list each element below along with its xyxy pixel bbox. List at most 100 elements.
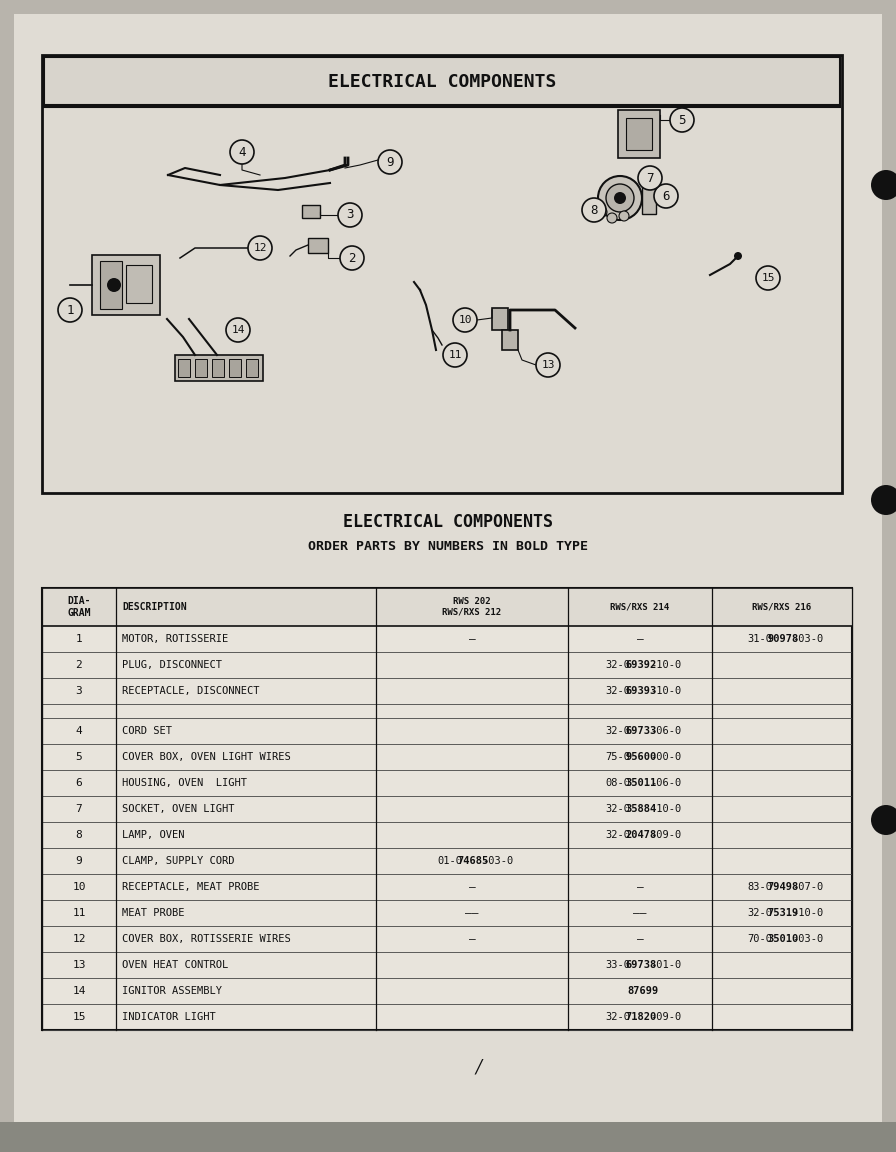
- Bar: [492, 308, 508, 329]
- Circle shape: [453, 308, 477, 332]
- Bar: [246, 359, 258, 377]
- Text: 1: 1: [75, 634, 82, 644]
- Text: CLAMP, SUPPLY CORD: CLAMP, SUPPLY CORD: [122, 856, 235, 866]
- Circle shape: [230, 141, 254, 164]
- Text: 13: 13: [541, 359, 555, 370]
- Bar: [626, 118, 652, 150]
- Text: -09-0: -09-0: [650, 829, 681, 840]
- Circle shape: [248, 236, 272, 260]
- Text: 2: 2: [349, 251, 356, 265]
- Text: 35884: 35884: [625, 804, 657, 814]
- Text: -09-0: -09-0: [650, 1011, 681, 1022]
- Bar: [229, 359, 241, 377]
- Text: —: —: [637, 934, 643, 943]
- Text: 08-0: 08-0: [606, 778, 631, 788]
- Circle shape: [536, 353, 560, 377]
- Bar: [195, 359, 207, 377]
- Text: 69738: 69738: [625, 960, 657, 970]
- Text: ——: ——: [465, 908, 478, 918]
- Text: -10-0: -10-0: [650, 685, 681, 696]
- Text: 69733: 69733: [625, 726, 657, 736]
- Text: 32-0: 32-0: [606, 685, 631, 696]
- Text: 35011: 35011: [625, 778, 657, 788]
- Text: -06-0: -06-0: [650, 726, 681, 736]
- Text: SOCKET, OVEN LIGHT: SOCKET, OVEN LIGHT: [122, 804, 235, 814]
- Text: COVER BOX, ROTISSERIE WIRES: COVER BOX, ROTISSERIE WIRES: [122, 934, 290, 943]
- Text: —: —: [469, 934, 476, 943]
- Text: IGNITOR ASSEMBLY: IGNITOR ASSEMBLY: [122, 986, 222, 996]
- Text: 35010: 35010: [767, 934, 798, 943]
- Circle shape: [619, 211, 629, 221]
- Text: 2: 2: [75, 660, 82, 670]
- Circle shape: [378, 150, 402, 174]
- Text: -07-0: -07-0: [792, 882, 823, 892]
- Circle shape: [756, 266, 780, 290]
- Bar: [642, 182, 656, 214]
- Text: ——: ——: [633, 908, 647, 918]
- Text: 69392: 69392: [625, 660, 657, 670]
- Text: ELECTRICAL COMPONENTS: ELECTRICAL COMPONENTS: [328, 73, 556, 91]
- Bar: [126, 265, 152, 303]
- Text: COVER BOX, OVEN LIGHT WIRES: COVER BOX, OVEN LIGHT WIRES: [122, 752, 290, 761]
- Bar: [42, 588, 852, 1030]
- Text: 95600: 95600: [625, 752, 657, 761]
- Circle shape: [443, 343, 467, 367]
- Text: DIA-
GRAM: DIA- GRAM: [67, 597, 90, 617]
- Text: 3: 3: [75, 685, 82, 696]
- Circle shape: [597, 207, 607, 217]
- Bar: [178, 359, 190, 377]
- Text: MOTOR, ROTISSERIE: MOTOR, ROTISSERIE: [122, 634, 228, 644]
- Circle shape: [582, 198, 606, 222]
- Bar: [212, 359, 224, 377]
- Text: HOUSING, OVEN  LIGHT: HOUSING, OVEN LIGHT: [122, 778, 247, 788]
- Text: RWS/RXS 214: RWS/RXS 214: [610, 602, 669, 612]
- Text: 6: 6: [75, 778, 82, 788]
- Text: RECEPTACLE, DISCONNECT: RECEPTACLE, DISCONNECT: [122, 685, 260, 696]
- Text: 4: 4: [238, 145, 246, 159]
- Text: -00-0: -00-0: [650, 752, 681, 761]
- Circle shape: [607, 213, 617, 223]
- Bar: [175, 355, 263, 381]
- Text: 3: 3: [346, 209, 354, 221]
- Text: -01-0: -01-0: [650, 960, 681, 970]
- Text: 15: 15: [73, 1011, 86, 1022]
- Bar: [92, 255, 160, 314]
- Text: 74685: 74685: [457, 856, 488, 866]
- Circle shape: [871, 485, 896, 515]
- Text: 8: 8: [590, 204, 598, 217]
- Text: 32-0: 32-0: [606, 660, 631, 670]
- Text: -03-0: -03-0: [482, 856, 513, 866]
- Text: 01-0: 01-0: [438, 856, 462, 866]
- Bar: [302, 205, 320, 218]
- Circle shape: [734, 252, 742, 260]
- Text: -03-0: -03-0: [792, 934, 823, 943]
- Text: 75-0: 75-0: [606, 752, 631, 761]
- Circle shape: [614, 192, 626, 204]
- Circle shape: [654, 184, 678, 209]
- Text: RECEPTACLE, MEAT PROBE: RECEPTACLE, MEAT PROBE: [122, 882, 260, 892]
- Text: /: /: [475, 1058, 481, 1076]
- Text: -10-0: -10-0: [650, 660, 681, 670]
- Circle shape: [598, 176, 642, 220]
- Bar: [308, 238, 328, 253]
- Bar: [100, 262, 122, 309]
- Text: 90978: 90978: [767, 634, 798, 644]
- Text: 7: 7: [75, 804, 82, 814]
- Text: 83-0: 83-0: [747, 882, 772, 892]
- Circle shape: [107, 278, 121, 291]
- Text: -10-0: -10-0: [792, 908, 823, 918]
- Text: 9: 9: [386, 156, 393, 168]
- Text: 11: 11: [448, 350, 461, 359]
- Text: -10-0: -10-0: [650, 804, 681, 814]
- Text: 8: 8: [75, 829, 82, 840]
- Text: 31-0: 31-0: [747, 634, 772, 644]
- Bar: [42, 588, 852, 626]
- Text: LAMP, OVEN: LAMP, OVEN: [122, 829, 185, 840]
- Text: 75319: 75319: [767, 908, 798, 918]
- Text: —: —: [469, 634, 476, 644]
- Text: 12: 12: [73, 934, 86, 943]
- Text: -03-0: -03-0: [792, 634, 823, 644]
- Text: 69393: 69393: [625, 685, 657, 696]
- Text: 9: 9: [75, 856, 82, 866]
- Text: -06-0: -06-0: [650, 778, 681, 788]
